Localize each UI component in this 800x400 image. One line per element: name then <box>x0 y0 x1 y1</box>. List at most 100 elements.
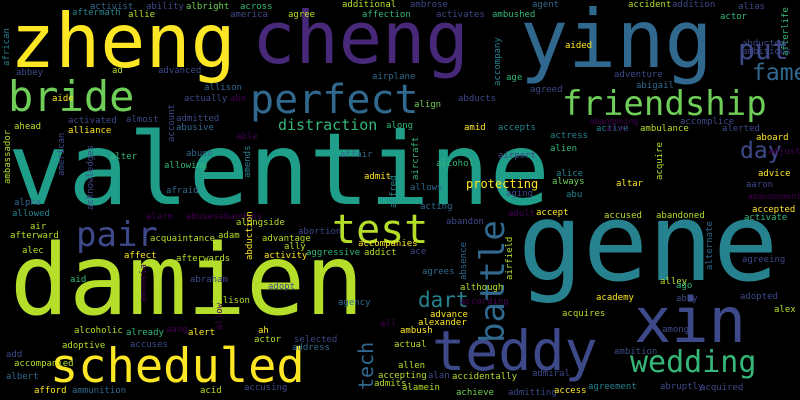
word: admitted <box>176 114 220 124</box>
word: admiral <box>532 369 570 379</box>
word: affect <box>124 251 157 261</box>
word: additional <box>342 0 397 10</box>
word: bride <box>8 72 135 121</box>
word: access <box>554 386 587 396</box>
word: actress <box>550 131 588 141</box>
word: altar <box>616 179 644 189</box>
word: zheng <box>10 0 236 85</box>
word: allie <box>128 10 156 20</box>
word: aircraft <box>411 136 421 180</box>
word: valentine <box>8 111 550 228</box>
word: alexander <box>418 318 467 328</box>
word: abandoning <box>590 117 639 126</box>
word: alternate <box>705 221 715 270</box>
word: actor <box>720 12 748 22</box>
word: accidentally <box>452 372 518 382</box>
word: wedding <box>630 345 757 380</box>
word: amends <box>243 145 253 178</box>
word: alongside <box>236 218 285 228</box>
word: abby <box>676 294 698 304</box>
word: acting <box>420 202 453 212</box>
word: alerted <box>722 124 760 134</box>
word: advantage <box>262 234 311 244</box>
word: actual <box>394 340 427 350</box>
word: along <box>386 121 414 131</box>
word: affection <box>362 10 411 20</box>
word: adult <box>508 209 536 219</box>
word: accept <box>536 208 569 218</box>
word: able <box>236 132 258 142</box>
word: alan <box>428 371 450 381</box>
word: abducted <box>742 39 786 49</box>
word: alice <box>556 169 584 179</box>
word: accepted <box>752 205 796 215</box>
word: afford <box>34 386 67 396</box>
word: airplane <box>372 72 416 82</box>
word: afterwards <box>176 254 231 264</box>
word: abigail <box>636 81 674 91</box>
word: advanced <box>158 66 202 76</box>
word: aided <box>565 41 593 51</box>
word: african <box>2 28 12 66</box>
word: acquires <box>562 309 606 319</box>
word: alarm <box>146 212 174 222</box>
word: ability <box>146 2 184 12</box>
word: adopted <box>740 292 778 302</box>
word: aftermath <box>72 8 121 18</box>
word: aaron <box>746 180 774 190</box>
word: age <box>506 73 523 83</box>
word: accuses <box>130 340 168 350</box>
word: also <box>606 124 628 134</box>
word: ying <box>520 0 713 86</box>
word: acquaintance <box>150 234 216 244</box>
word: afraid <box>166 186 199 196</box>
word: afterward <box>10 231 59 241</box>
word: airport <box>498 151 536 161</box>
word: allison <box>212 296 250 306</box>
word: adoptive <box>62 341 106 351</box>
word: dart <box>418 288 469 312</box>
word: addition <box>672 0 716 10</box>
word: all <box>380 319 397 329</box>
word: alcoholic <box>74 326 123 336</box>
word: agrees <box>422 267 455 277</box>
word: gene <box>518 181 779 306</box>
word: activated <box>68 116 117 126</box>
word: ammunition <box>72 386 127 396</box>
word: activity <box>264 251 308 261</box>
word: selected <box>294 335 338 345</box>
word: accusing <box>244 383 288 393</box>
word: accepts <box>498 123 536 133</box>
word: account <box>167 104 177 142</box>
word: ago <box>676 281 693 291</box>
word: tech <box>354 341 378 390</box>
word: abducts <box>458 94 496 104</box>
word: always <box>552 177 585 187</box>
word: ambassador <box>3 129 13 184</box>
word: accused <box>604 211 642 221</box>
word: activates <box>436 10 485 20</box>
word: adventure <box>614 70 663 80</box>
word: agree <box>288 10 316 20</box>
word: aid <box>70 275 87 285</box>
word: achieve <box>456 388 494 398</box>
word: fame <box>752 60 800 86</box>
word: alamein <box>402 383 440 393</box>
word: add <box>6 350 23 360</box>
word: alec <box>22 246 44 256</box>
word: albert <box>6 372 39 382</box>
word: ace <box>410 247 427 257</box>
word: accident <box>628 0 672 10</box>
word: aide <box>52 94 74 104</box>
word: ad <box>112 66 123 76</box>
word: advice <box>758 169 791 179</box>
word: abraham <box>190 275 228 285</box>
word: aang <box>166 325 188 335</box>
word: aggressive <box>306 248 361 258</box>
word: acquire <box>655 142 665 180</box>
word: agreement <box>588 382 637 392</box>
word: actor <box>254 335 282 345</box>
word: alert <box>188 328 216 338</box>
word: distraction <box>278 116 378 134</box>
